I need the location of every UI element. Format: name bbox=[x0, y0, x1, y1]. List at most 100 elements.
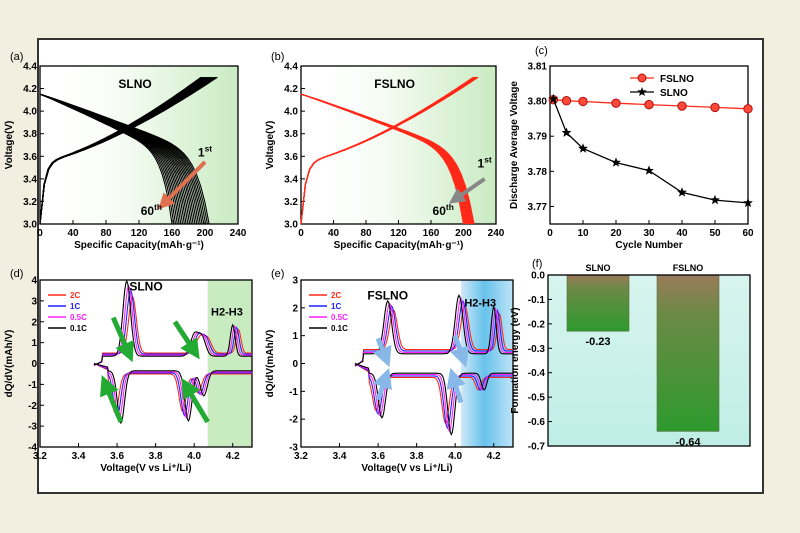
panel-b-first-label-sup: st bbox=[484, 155, 492, 165]
panel-d-shift-arrow bbox=[100, 375, 124, 423]
panel-a-shading bbox=[40, 66, 238, 224]
panel-c-ytick-label: 3.79 bbox=[528, 132, 548, 143]
panel-a-xtick-label: 0 bbox=[37, 228, 43, 239]
bar-SLNO-category: SLNO bbox=[585, 263, 610, 273]
panel-a-axes-box bbox=[39, 65, 239, 225]
panel-c-ytick-label: 3.78 bbox=[528, 167, 548, 178]
panel-b-charge-curve bbox=[300, 76, 474, 225]
legend-0.1C-label: 0.1C bbox=[331, 324, 348, 333]
legend-0.5C-label: 0.5C bbox=[70, 313, 87, 322]
panel-a-xtick-label: 40 bbox=[67, 228, 79, 239]
panel-c-xtick-label: 40 bbox=[676, 228, 688, 239]
panel-b-axes-box bbox=[300, 65, 497, 225]
panel-a: 0 40 80 120 160 200 2403.03.23.43.63.84.04.24.… bbox=[4, 51, 247, 251]
panel-d-xtick-label: 3.8 bbox=[149, 451, 163, 462]
panel-d-shift-arrow bbox=[181, 377, 210, 424]
panel-b-ytick-label: 3.2 bbox=[284, 197, 298, 208]
series-SLNO-line bbox=[552, 98, 749, 204]
panel-b-xtick-label: 240 bbox=[488, 228, 505, 239]
panel-d-xtick-label: 4.0 bbox=[187, 451, 201, 462]
panel-b-xtick-label: 120 bbox=[390, 228, 407, 239]
series-SLNO-point bbox=[578, 143, 588, 153]
panel-c-xtick-label: 0 bbox=[547, 228, 553, 239]
panel-c: 0 10 20 30 40 50 60 3.77 3.78 3.79 3.80 3.81 FSLNO SL… bbox=[509, 45, 754, 251]
panel-e-xtick-label: 4.0 bbox=[448, 451, 462, 462]
panel-e-ytick-label: 2 bbox=[292, 303, 298, 314]
panel-b-curves bbox=[300, 76, 479, 225]
panel-d-axes-box bbox=[39, 279, 253, 448]
series-FSLNO-point bbox=[710, 102, 720, 113]
series-FSLNO-point bbox=[578, 96, 588, 107]
panel-b-xtick-label: 160 bbox=[423, 228, 440, 239]
panel-d-ytick-label: 3 bbox=[31, 296, 37, 307]
legend-2C-label: 2C bbox=[70, 291, 80, 300]
panel-e-label: (e) bbox=[271, 268, 284, 280]
panel-a-ytick-label: 3.4 bbox=[23, 174, 37, 185]
panel-a-ytick-label: 3.2 bbox=[23, 197, 37, 208]
panel-c-label: (c) bbox=[535, 45, 548, 57]
panel-d-xtick-label: 3.6 bbox=[110, 451, 124, 462]
panel-e-ytick-label: 3 bbox=[292, 276, 298, 287]
panel-b-xtick-label: 200 bbox=[455, 228, 472, 239]
panel-c-xtick-label: 60 bbox=[742, 228, 754, 239]
panel-d-ytick-label: -1 bbox=[28, 380, 37, 391]
legend-SLNO-marker bbox=[637, 87, 647, 96]
panel-a-xtick-label: 160 bbox=[164, 228, 181, 239]
panel-f-ytick-label: 0.0 bbox=[531, 271, 545, 282]
panel-c-xlabel: Cycle Number bbox=[615, 240, 682, 251]
bar-FSLNO bbox=[656, 274, 720, 432]
panel-e-ytick-label: -1 bbox=[289, 387, 298, 398]
legend-FSLNO-marker bbox=[637, 73, 647, 83]
panel-d-ytick-label: 2 bbox=[31, 317, 37, 328]
panel-a-xtick-label: 120 bbox=[131, 228, 148, 239]
series-0.1C-discharge bbox=[354, 362, 513, 436]
legend-FSLNO-label: FSLNO bbox=[660, 74, 694, 85]
panel-d-shift-arrow bbox=[110, 316, 134, 363]
panel-f-ytick-label: -0.1 bbox=[528, 295, 546, 306]
panel-e-xlabel: Voltage(V vs Li⁺/Li) bbox=[361, 463, 452, 474]
panel-f-ytick-label: -0.3 bbox=[528, 344, 546, 355]
panel-f-ytick-label: -0.2 bbox=[528, 319, 546, 330]
panel-a-first-label-base: 1 bbox=[198, 145, 205, 159]
bar-SLNO-value-label: -0.23 bbox=[585, 336, 610, 348]
panel-a-title: SLNO bbox=[118, 77, 151, 91]
panel-a-fade-arrow bbox=[158, 160, 207, 210]
panel-b-ytick-label: 4.0 bbox=[284, 107, 298, 118]
legend-1C-label: 1C bbox=[70, 302, 80, 311]
panel-b-xlabel: Specific Capacity(mAh·g⁻¹) bbox=[334, 240, 464, 251]
series-SLNO-point bbox=[561, 127, 572, 137]
panel-a-sixtieth-label-sup: th bbox=[154, 202, 162, 212]
panel-a-ytick-label: 4.2 bbox=[23, 84, 37, 95]
panel-a-ytick-label: 4.0 bbox=[23, 107, 37, 118]
panel-b-sixtieth-label-base: 60 bbox=[433, 204, 447, 218]
series-FSLNO-point bbox=[743, 104, 753, 114]
panel-d-xlabel: Voltage(V vs Li⁺/Li) bbox=[100, 463, 191, 474]
panel-c-xtick-label: 50 bbox=[709, 228, 721, 239]
panel-e-shift-arrow bbox=[372, 337, 392, 368]
panel-a-ytick-label: 4.4 bbox=[23, 62, 37, 73]
panel-b-ylabel: Voltage(V) bbox=[265, 121, 276, 170]
legend-1C-label: 1C bbox=[331, 302, 341, 311]
panel-c-axes-box bbox=[549, 65, 749, 225]
panel-a-sixtieth-label: 60th bbox=[141, 202, 162, 218]
panel-f: 0.0 -0.1 -0.2 -0.3 -0.4 -0.5 -0.6 -0.7 SLNO -0.23… bbox=[510, 258, 751, 453]
panel-b-xtick-label: 40 bbox=[328, 228, 340, 239]
series-SLNO-point bbox=[743, 197, 753, 208]
panel-d-ytick-label: -2 bbox=[28, 401, 37, 412]
panel-f-ytick-label: -0.7 bbox=[528, 442, 546, 453]
panel-b-xtick-label: 80 bbox=[360, 228, 372, 239]
series-FSLNO-point bbox=[677, 101, 687, 111]
panel-e-xtick-label: 4.2 bbox=[487, 451, 501, 462]
panel-e-ylabel: dQ/dV(mAh/V) bbox=[265, 330, 276, 398]
bar-SLNO bbox=[566, 274, 630, 332]
panel-b-sixtieth-label-sup: th bbox=[446, 202, 454, 212]
series-1C-discharge bbox=[93, 362, 252, 419]
panel-d-xtick-label: 3.4 bbox=[72, 451, 86, 462]
panel-c-ytick-label: 3.80 bbox=[528, 97, 548, 108]
panel-a-ylabel: Voltage(V) bbox=[4, 121, 15, 170]
legend-2C-label: 2C bbox=[331, 291, 341, 300]
panel-d-region-label: H2-H3 bbox=[211, 306, 243, 318]
legend-0.5C-label: 0.5C bbox=[331, 313, 348, 322]
